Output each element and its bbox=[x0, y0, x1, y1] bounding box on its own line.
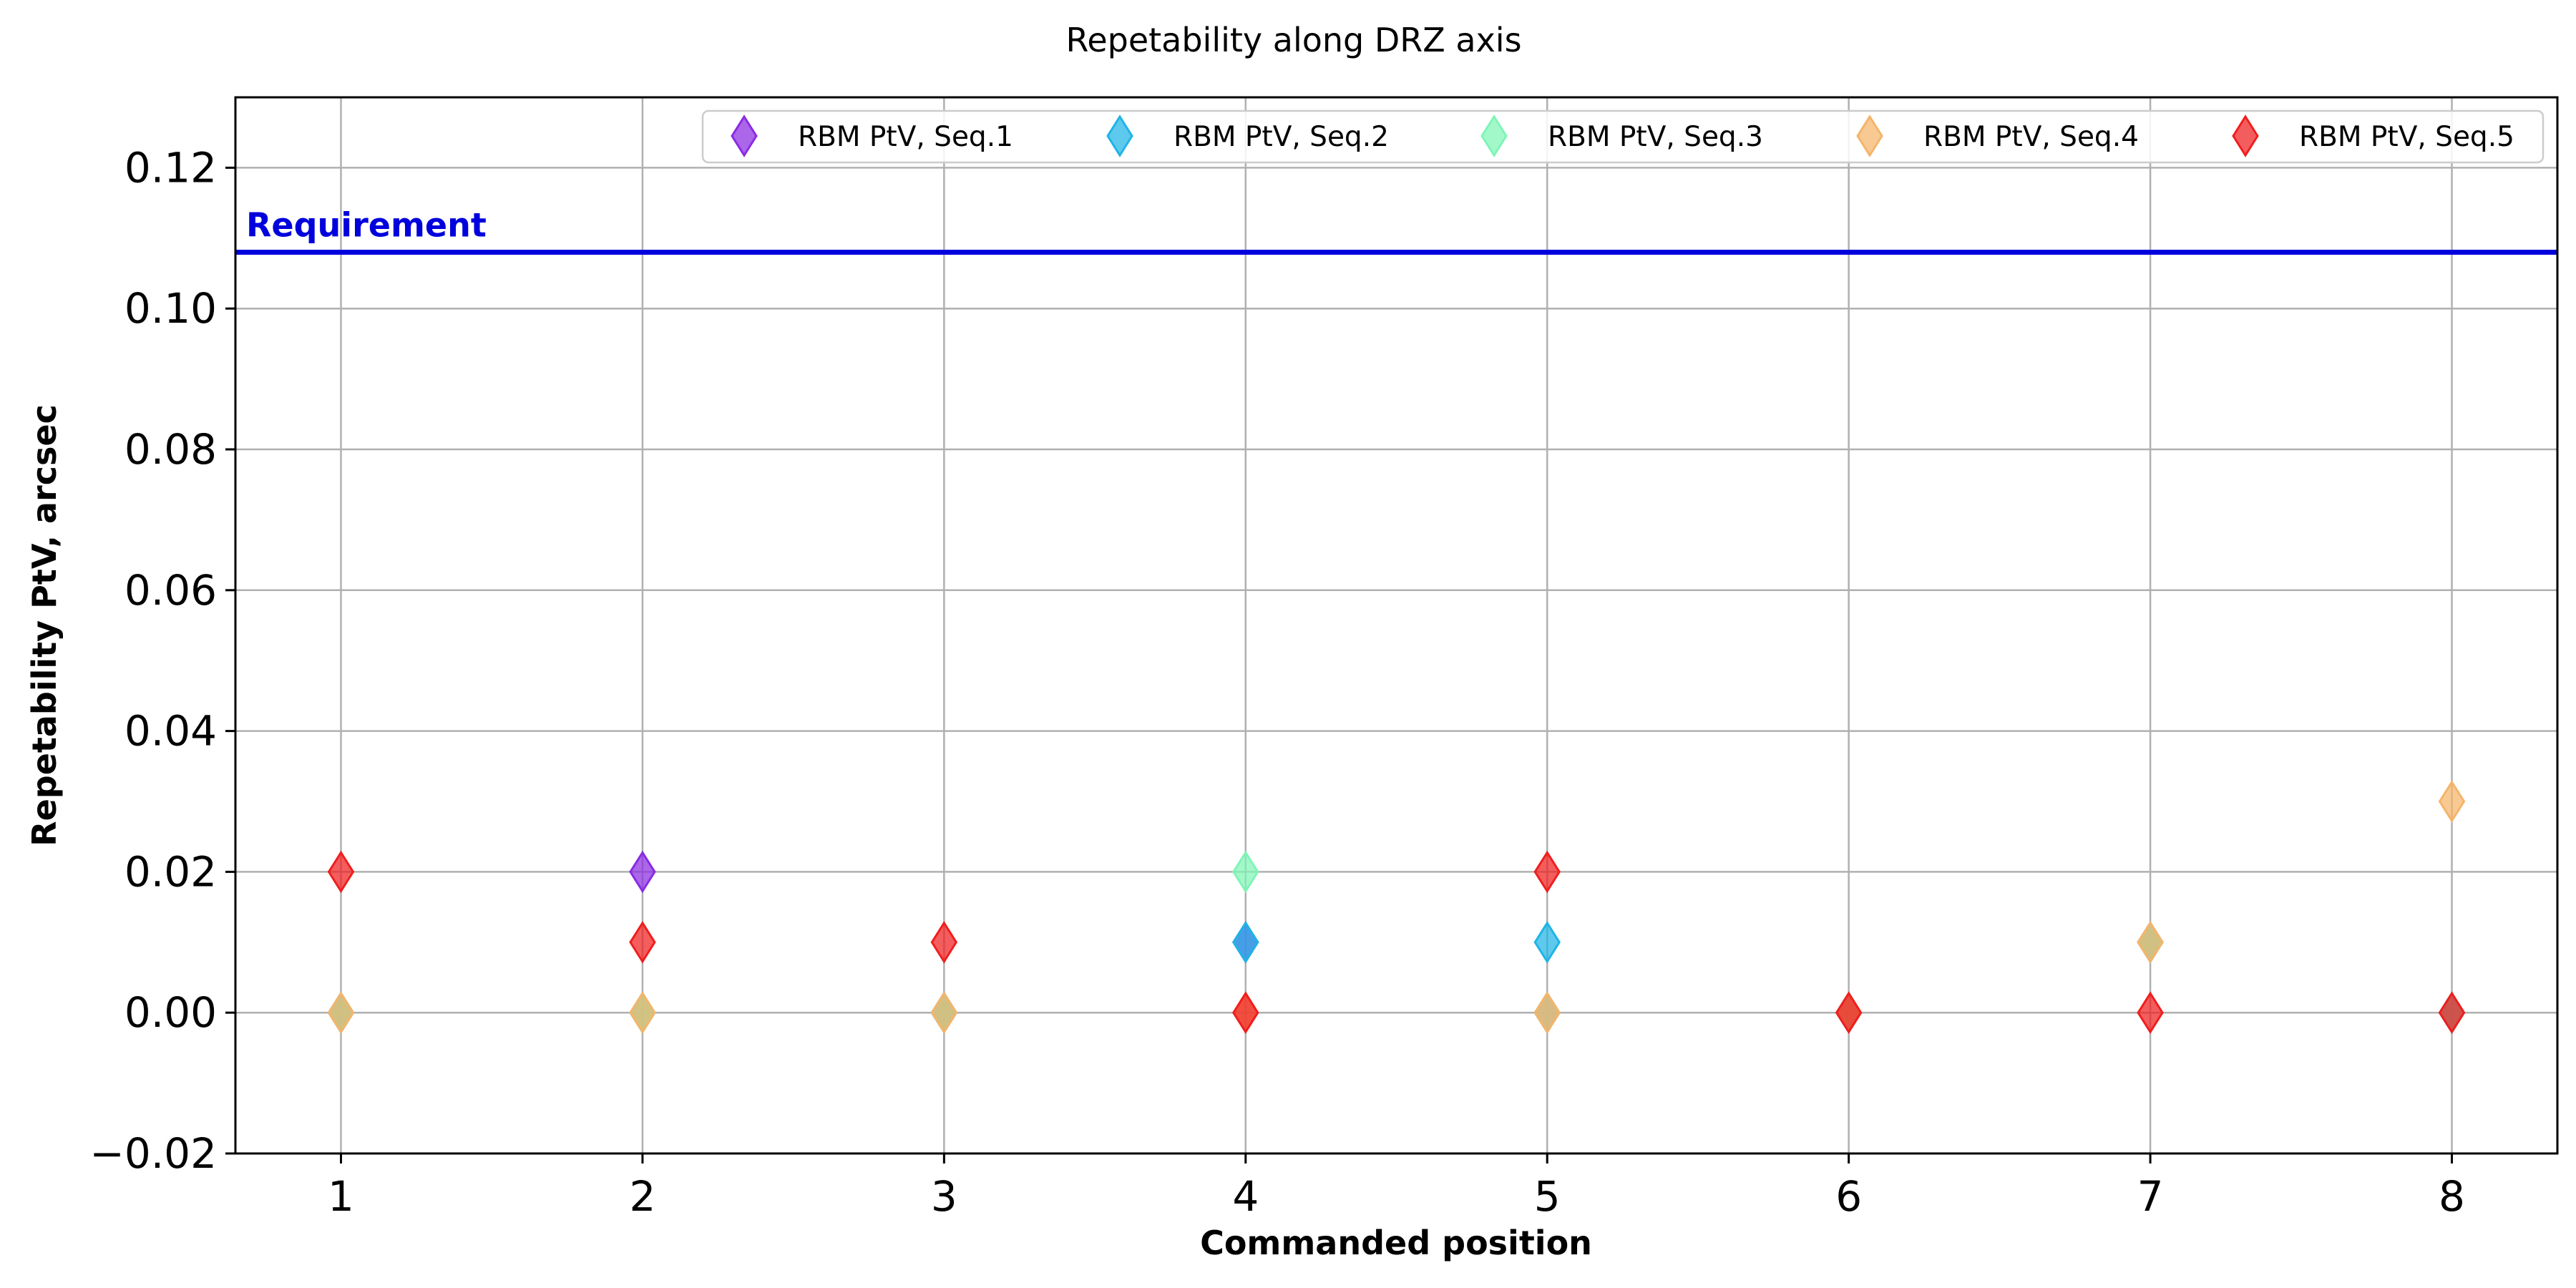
x-tick-label: 8 bbox=[2439, 1172, 2465, 1221]
data-point-seq5 bbox=[930, 920, 958, 964]
chart-title: Repetability along DRZ axis bbox=[1065, 21, 1521, 59]
data-point-seq5 bbox=[2137, 991, 2164, 1035]
data-point-seq5 bbox=[1835, 991, 1863, 1035]
y-tick-label: −0.02 bbox=[89, 1129, 217, 1178]
legend-marker-seq3 bbox=[1480, 114, 1508, 157]
x-axis-label: Commanded position bbox=[1200, 1224, 1592, 1262]
x-tick-label: 3 bbox=[931, 1172, 957, 1221]
data-point-seq1 bbox=[629, 850, 656, 894]
legend-label-seq1: RBM PtV, Seq.1 bbox=[798, 121, 1013, 153]
y-tick-label: 0.02 bbox=[125, 847, 217, 896]
legend-box bbox=[701, 109, 2545, 164]
data-point-seq3 bbox=[1232, 850, 1259, 894]
reference-line-group: Requirement bbox=[235, 205, 2557, 255]
x-tick-label: 1 bbox=[328, 1172, 354, 1221]
data-point-seq5 bbox=[1232, 991, 1259, 1035]
x-tick-label: 4 bbox=[1232, 1172, 1259, 1221]
x-tick-label: 6 bbox=[1835, 1172, 1862, 1221]
legend: RBM PtV, Seq.1 RBM PtV, Seq.2 RBM PtV, Seq… bbox=[701, 109, 2545, 164]
legend-label-seq5: RBM PtV, Seq.5 bbox=[2299, 121, 2514, 153]
y-tick-label: 0.12 bbox=[125, 143, 217, 192]
data-point-seq5 bbox=[2438, 991, 2466, 1035]
x-tick-label: 5 bbox=[1534, 1172, 1561, 1221]
x-tick-label: 7 bbox=[2137, 1172, 2164, 1221]
data-markers bbox=[327, 780, 2466, 1035]
data-point-seq2 bbox=[1232, 920, 1259, 964]
requirement-label: Requirement bbox=[246, 205, 487, 244]
legend-label-seq2: RBM PtV, Seq.2 bbox=[1174, 121, 1389, 153]
legend-label-seq3: RBM PtV, Seq.3 bbox=[1548, 121, 1763, 153]
data-point-seq4 bbox=[930, 991, 958, 1035]
y-tick-label: 0.06 bbox=[125, 566, 217, 615]
legend-label-seq4: RBM PtV, Seq.4 bbox=[1923, 121, 2139, 153]
data-point-seq4 bbox=[629, 991, 656, 1035]
data-point-seq4 bbox=[1533, 991, 1561, 1035]
x-tick-label: 2 bbox=[629, 1172, 655, 1221]
legend-marker-seq2 bbox=[1106, 114, 1133, 157]
data-point-seq4 bbox=[2137, 920, 2164, 964]
grid bbox=[235, 97, 2557, 1155]
data-point-seq5 bbox=[327, 850, 355, 894]
data-point-seq2 bbox=[1533, 920, 1561, 964]
data-point-seq4 bbox=[327, 991, 355, 1035]
data-point-seq5 bbox=[1533, 850, 1561, 894]
y-axis-label: Repetability PtV, arcsec bbox=[25, 404, 64, 847]
y-tick-label: 0.00 bbox=[125, 988, 217, 1037]
axis-ticks: 1 2 3 4 5 6 7 8 −0.02 0.00 0.02 0.04 0.06 0.08 0.10 0.1… bbox=[89, 143, 2465, 1221]
plot-frame bbox=[234, 96, 2559, 1155]
legend-marker-seq4 bbox=[1856, 114, 1883, 157]
legend-marker-seq1 bbox=[731, 114, 758, 157]
y-tick-label: 0.04 bbox=[125, 707, 217, 756]
legend-marker-seq5 bbox=[2232, 114, 2259, 157]
y-tick-label: 0.08 bbox=[125, 425, 217, 474]
data-point-seq5 bbox=[629, 920, 656, 964]
y-tick-label: 0.10 bbox=[125, 284, 217, 333]
data-point-seq4 bbox=[2438, 780, 2466, 823]
